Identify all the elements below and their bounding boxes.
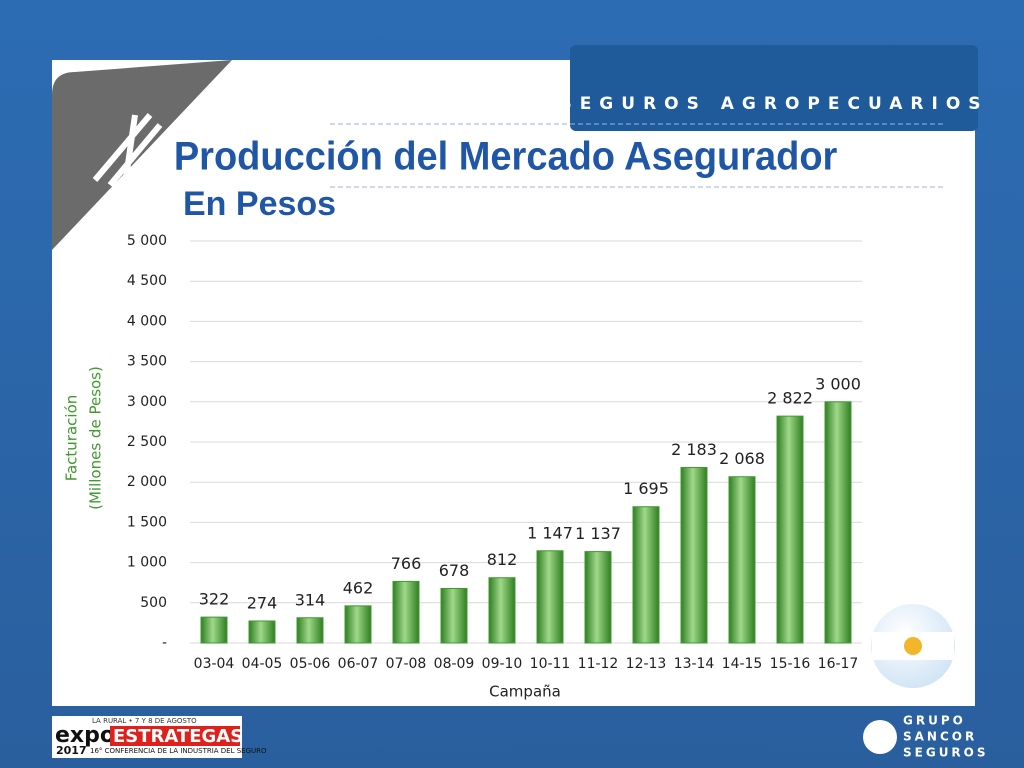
- x-axis-label: Campaña: [489, 683, 561, 701]
- x-tick-label: 09-10: [482, 656, 523, 672]
- brand-line: SANCOR: [903, 730, 977, 744]
- y-tick-label: 1 500: [127, 514, 167, 530]
- y-tick-label: 4 500: [127, 273, 167, 289]
- corner-badge: [52, 60, 232, 250]
- value-label: 2 068: [719, 449, 765, 468]
- value-label: 3 000: [815, 374, 861, 393]
- y-tick-label: 2 000: [127, 474, 167, 490]
- brand-icon: [863, 720, 897, 754]
- x-tick-label: 12-13: [626, 656, 667, 672]
- flag-sun: [904, 637, 922, 655]
- chart-subtitle: En Pesos: [183, 185, 336, 223]
- value-label: 274: [247, 593, 278, 612]
- value-label: 678: [439, 561, 470, 580]
- bar: [632, 506, 660, 644]
- bar: [344, 605, 372, 644]
- event-expo: expo: [55, 723, 115, 748]
- bar: [248, 620, 276, 644]
- y-tick-label: 1 000: [127, 555, 167, 571]
- chart-title: Producción del Mercado Asegurador: [174, 135, 838, 179]
- y-axis-label: Facturación: [63, 395, 81, 482]
- value-label: 1 695: [623, 479, 669, 498]
- x-tick-label: 14-15: [722, 656, 763, 672]
- value-label: 1 137: [575, 524, 621, 543]
- banner-box: [570, 45, 978, 131]
- y-tick-label: 4 000: [127, 313, 167, 329]
- event-year: 2017: [56, 744, 87, 757]
- y-tick-label: 3 500: [127, 354, 167, 370]
- x-tick-label: 15-16: [770, 656, 811, 672]
- bar: [440, 587, 468, 644]
- x-tick-label: 07-08: [386, 656, 427, 672]
- arrows-icon: [92, 113, 163, 187]
- bar: [296, 617, 324, 644]
- bar: [824, 401, 852, 644]
- bar: [536, 550, 564, 644]
- y-axis-label: (Millones de Pesos): [87, 366, 105, 510]
- y-tick-label: 5 000: [127, 233, 167, 249]
- value-label: 462: [343, 578, 374, 597]
- event-name-box: [110, 726, 240, 746]
- y-tick-label: -: [162, 635, 167, 651]
- bar: [584, 551, 612, 644]
- brand-line: SEGUROS: [903, 746, 989, 760]
- x-tick-label: 11-12: [578, 656, 619, 672]
- x-tick-label: 06-07: [338, 656, 379, 672]
- value-label: 322: [199, 590, 230, 609]
- brand-line: GRUPO: [903, 714, 966, 728]
- x-tick-label: 13-14: [674, 656, 715, 672]
- value-label: 766: [391, 554, 422, 573]
- event-top: LA RURAL • 7 Y 8 DE AGOSTO: [92, 717, 197, 725]
- bar: [728, 476, 756, 644]
- event-name: ESTRATEGAS: [113, 726, 243, 747]
- bar: [776, 415, 804, 644]
- value-label: 2 183: [671, 440, 717, 459]
- bar: [488, 577, 516, 644]
- y-tick-label: 500: [140, 595, 167, 611]
- event-sub: 16° CONFERENCIA DE LA INDUSTRIA DEL SEGU…: [90, 747, 267, 755]
- x-tick-label: 08-09: [434, 656, 475, 672]
- x-tick-label: 03-04: [194, 656, 235, 672]
- bar: [392, 580, 420, 644]
- value-label: 2 822: [767, 389, 813, 408]
- banner-text: SEGUROS AGROPECUARIOS: [559, 94, 988, 114]
- value-label: 812: [487, 550, 518, 569]
- bar: [200, 616, 228, 644]
- x-tick-label: 16-17: [818, 656, 859, 672]
- value-label: 1 147: [527, 523, 573, 542]
- bar: [680, 466, 708, 644]
- x-tick-label: 04-05: [242, 656, 283, 672]
- y-tick-label: 3 000: [127, 394, 167, 410]
- x-tick-label: 10-11: [530, 656, 571, 672]
- value-label: 314: [295, 590, 326, 609]
- x-tick-label: 05-06: [290, 656, 331, 672]
- y-tick-label: 2 500: [127, 434, 167, 450]
